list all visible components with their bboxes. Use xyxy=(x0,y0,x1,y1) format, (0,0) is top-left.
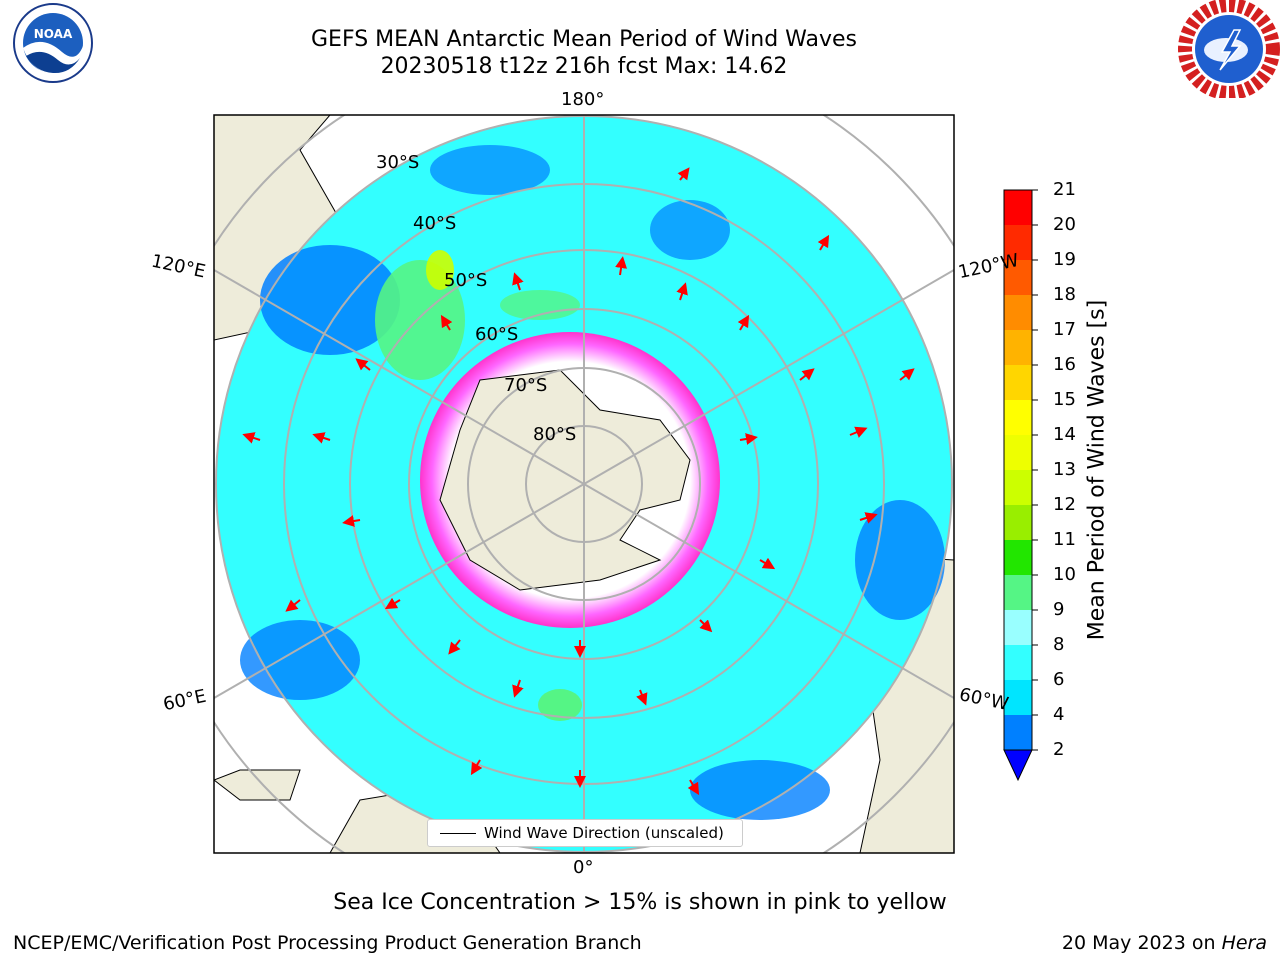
sea-ice-caption: Sea Ice Concentration > 15% is shown in … xyxy=(333,890,947,915)
lon-label-0: 0° xyxy=(573,857,594,878)
footer-date-text: 20 May 2023 on xyxy=(1061,932,1216,954)
high-period-patch xyxy=(375,260,465,380)
low-period-patch xyxy=(430,145,550,195)
low-period-patch xyxy=(690,760,830,820)
wind-arrow xyxy=(676,282,688,301)
colorbar-tick: 12 xyxy=(1053,494,1076,515)
colorbar-tick: 21 xyxy=(1053,179,1076,200)
high-period-patch xyxy=(500,290,580,320)
high-period-patch xyxy=(538,689,582,721)
wind-arrow xyxy=(470,759,483,776)
colorbar-tick: 4 xyxy=(1053,704,1065,725)
colorbar-tick: 11 xyxy=(1053,529,1076,550)
lon-label-180: 180° xyxy=(561,89,605,110)
colorbar-label: Mean Period of Wind Waves [s] xyxy=(1084,299,1110,641)
low-period-patch xyxy=(240,620,360,700)
national-weather-service-logo xyxy=(1178,0,1280,98)
colorbar-tick: 15 xyxy=(1053,389,1076,410)
footer-date: 20 May 2023 on Hera xyxy=(1062,932,1267,954)
high-period-patch xyxy=(426,250,454,290)
wind-arrow xyxy=(859,512,878,524)
wind-arrow xyxy=(355,358,371,371)
wind-arrow xyxy=(817,234,830,251)
lat-label: 30°S xyxy=(376,152,420,173)
colorbar-tick: 6 xyxy=(1053,669,1065,690)
wind-arrow xyxy=(384,597,401,610)
colorbar-tick: 18 xyxy=(1053,284,1076,305)
colorbar xyxy=(1003,189,1033,782)
wind-arrow xyxy=(737,314,750,331)
wind-arrow xyxy=(699,619,713,633)
colorbar-tick: 8 xyxy=(1053,634,1065,655)
colorbar-tick: 14 xyxy=(1053,424,1076,445)
colorbar-tick: 2 xyxy=(1053,739,1065,760)
map-title: GEFS MEAN Antarctic Mean Period of Wind … xyxy=(311,27,857,52)
wind-arrow xyxy=(687,779,700,796)
colorbar-tick: 20 xyxy=(1053,214,1076,235)
wind-arrow xyxy=(440,314,453,331)
colorbar-tick: 19 xyxy=(1053,249,1076,270)
lat-label: 80°S xyxy=(533,424,577,445)
wind-arrow xyxy=(448,639,461,655)
wind-arrow xyxy=(285,599,301,612)
low-period-patch xyxy=(260,245,400,355)
wind-arrow xyxy=(512,272,524,291)
wind-arrow xyxy=(512,679,524,698)
footer-host: Hera xyxy=(1221,932,1267,954)
wind-arrow xyxy=(739,433,758,445)
lat-label: 40°S xyxy=(413,213,457,234)
wind-arrow xyxy=(899,368,915,381)
wind-arrow xyxy=(615,256,628,276)
wind-arrow xyxy=(849,426,868,438)
wind-arrow xyxy=(636,689,648,706)
map-legend: Wind Wave Direction (unscaled) xyxy=(427,819,743,847)
colorbar-tick: 10 xyxy=(1053,564,1076,585)
wind-arrow xyxy=(677,167,690,181)
footer-credit: NCEP/EMC/Verification Post Processing Pr… xyxy=(13,932,642,954)
legend-label: Wind Wave Direction (unscaled) xyxy=(484,824,724,842)
wind-arrow xyxy=(759,557,776,570)
svg-text:NOAA: NOAA xyxy=(34,27,73,41)
antarctica-land xyxy=(439,369,691,591)
map-subtitle: 20230518 t12z 216h fcst Max: 14.62 xyxy=(380,54,788,79)
lat-label: 60°S xyxy=(475,324,519,345)
lat-label: 50°S xyxy=(444,270,488,291)
colorbar-tick: 9 xyxy=(1053,599,1065,620)
wind-arrow xyxy=(799,368,815,381)
lat-label: 70°S xyxy=(504,375,548,396)
wind-arrow xyxy=(312,432,331,444)
low-period-patch xyxy=(855,500,945,620)
low-period-patch xyxy=(650,200,730,260)
colorbar-tick: 17 xyxy=(1053,319,1076,340)
legend-line-sample xyxy=(440,832,476,834)
africa-land xyxy=(214,769,301,801)
wind-arrow xyxy=(242,432,261,444)
colorbar-tick: 16 xyxy=(1053,354,1076,375)
wind-arrow xyxy=(342,515,361,527)
noaa-logo: NOAA xyxy=(13,3,93,83)
colorbar-tick: 13 xyxy=(1053,459,1076,480)
